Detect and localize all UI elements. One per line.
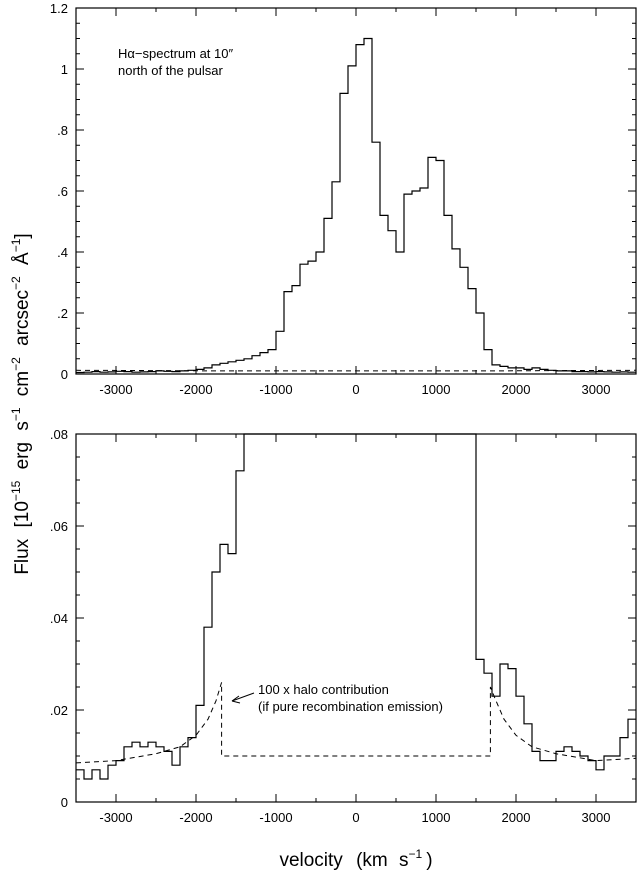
bottom-y-tick-label: .08 [50,427,68,442]
top-y-tick-label: 1 [61,62,68,77]
bottom-panel: -3000 -2000 -1000 0 1000 2000 3000 0 .02 .04 .06 .0… [50,427,637,825]
top-x-tick-label: -2000 [179,382,212,397]
bottom-data [75,433,637,780]
bottom-x-tick-label: 1000 [422,810,451,825]
bottom-halo-line [75,682,637,764]
bottom-y-tick-label: 0 [61,795,68,810]
bottom-annotation-line2: (if pure recombination emission) [258,699,443,714]
top-annotation-line2: north of the pulsar [118,63,223,78]
top-x-tick-label: 1000 [422,382,451,397]
top-y-tick-label: .2 [57,306,68,321]
top-data [75,37,637,374]
bottom-y-tick-label: .02 [50,703,68,718]
bottom-x-tick-label: 2000 [502,810,531,825]
bottom-spectrum-line [76,433,636,780]
annotation-arrow [231,692,255,704]
bottom-annotation-line1: 100 x halo contribution [258,682,389,697]
top-x-tick-label: -1000 [259,382,292,397]
top-panel: -3000 -2000 -1000 0 1000 2000 3000 0 .2 .4 .6 .8 1 1.… [50,1,637,397]
top-ticks: -3000 -2000 -1000 0 1000 2000 3000 0 .2 .4 .6 .8 1 1.… [50,1,637,397]
bottom-y-tick-label: .04 [50,611,68,626]
top-y-tick-label: .4 [57,245,68,260]
top-spectrum-line [76,37,636,374]
top-x-tick-label: 0 [352,382,359,397]
x-axis-label: velocity (km s−1) [279,847,432,871]
top-annotation-line1: Hα−spectrum at 10″ [118,46,233,61]
bottom-x-tick-label: -1000 [259,810,292,825]
top-y-tick-label: .6 [57,184,68,199]
top-x-tick-label: 2000 [502,382,531,397]
top-halo-line [75,369,637,372]
bottom-x-tick-label: 0 [352,810,359,825]
bottom-x-tick-label: 3000 [582,810,611,825]
top-y-tick-label: 0 [61,367,68,382]
bottom-ticks: -3000 -2000 -1000 0 1000 2000 3000 0 .02 .04 .06 .0… [50,427,637,825]
y-axis-label: Flux [10−15 erg s−1 cm−2 arcsec−2 Å−1] [4,233,33,574]
top-y-tick-label: 1.2 [50,1,68,16]
bottom-x-tick-label: -2000 [179,810,212,825]
bottom-y-tick-label: .06 [50,519,68,534]
top-x-tick-label: 3000 [582,382,611,397]
top-y-tick-label: .8 [57,123,68,138]
bottom-x-tick-label: -3000 [99,810,132,825]
top-x-tick-label: -3000 [99,382,132,397]
